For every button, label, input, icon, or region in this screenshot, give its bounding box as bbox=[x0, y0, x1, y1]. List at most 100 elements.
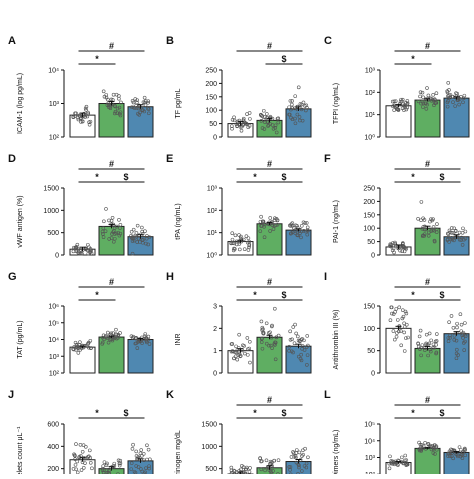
data-point bbox=[132, 228, 135, 231]
y-tick-label: 10² bbox=[49, 371, 60, 378]
data-point bbox=[417, 217, 420, 220]
y-tick-label: 10² bbox=[49, 135, 60, 142]
y-axis-label: INR bbox=[175, 333, 182, 345]
bar-3 bbox=[128, 340, 153, 374]
y-tick-label: 10³ bbox=[49, 101, 60, 108]
data-point bbox=[231, 118, 234, 121]
data-point bbox=[306, 226, 309, 229]
y-tick-label: 10⁴ bbox=[48, 337, 59, 344]
data-point bbox=[404, 454, 407, 457]
data-point bbox=[419, 329, 422, 332]
significance-mark: * bbox=[253, 172, 257, 182]
significance-mark: * bbox=[411, 54, 415, 64]
data-point bbox=[425, 333, 428, 336]
bar-3 bbox=[444, 334, 469, 373]
data-point bbox=[102, 220, 105, 223]
significance-mark: * bbox=[411, 290, 415, 300]
y-tick-label: 250 bbox=[363, 186, 375, 193]
data-point bbox=[455, 326, 458, 329]
bar-2 bbox=[415, 100, 440, 137]
significance-mark: # bbox=[109, 41, 114, 51]
y-tick-label: 10³ bbox=[49, 354, 60, 361]
data-point bbox=[452, 326, 455, 329]
data-point bbox=[81, 450, 84, 453]
data-point bbox=[464, 230, 467, 233]
y-tick-label: 600 bbox=[47, 422, 59, 429]
significance-mark: * bbox=[95, 172, 99, 182]
data-point bbox=[304, 447, 307, 450]
bar-3 bbox=[286, 346, 311, 373]
y-tick-label: 50 bbox=[367, 239, 375, 246]
data-point bbox=[74, 443, 77, 446]
data-point bbox=[404, 310, 407, 313]
y-tick-label: 50 bbox=[209, 121, 217, 128]
data-point bbox=[246, 113, 249, 116]
y-tick-label: 0 bbox=[371, 253, 375, 260]
significance-mark: # bbox=[425, 159, 430, 169]
y-tick-label: 2 bbox=[213, 326, 217, 333]
y-tick-label: 10³ bbox=[207, 186, 218, 193]
data-point bbox=[140, 226, 143, 229]
y-axis-label: TFPI (ng/mL) bbox=[333, 83, 340, 124]
y-tick-label: 10³ bbox=[365, 455, 376, 462]
significance-mark: $ bbox=[439, 172, 444, 182]
data-point bbox=[273, 307, 276, 310]
y-axis-label: ICAM-1 (log pg/mL) bbox=[17, 73, 24, 134]
panel-letter: K bbox=[166, 389, 174, 401]
data-point bbox=[102, 90, 105, 93]
significance-mark: * bbox=[253, 290, 257, 300]
data-point bbox=[435, 333, 438, 336]
data-point bbox=[461, 227, 464, 230]
data-point bbox=[297, 86, 300, 89]
y-tick-label: 50 bbox=[367, 348, 375, 355]
panel-letter: J bbox=[8, 389, 14, 401]
significance-mark: $ bbox=[439, 290, 444, 300]
y-tick-label: 1 bbox=[213, 348, 217, 355]
data-point bbox=[79, 443, 82, 446]
y-tick-label: 1000 bbox=[43, 208, 59, 215]
data-point bbox=[463, 321, 466, 324]
y-tick-label: 1000 bbox=[201, 444, 217, 451]
data-point bbox=[288, 106, 291, 109]
data-point bbox=[104, 207, 107, 210]
data-point bbox=[298, 451, 301, 454]
y-tick-label: 10¹ bbox=[207, 230, 218, 237]
data-point bbox=[420, 200, 423, 203]
y-axis-label: Antithrombin III (%) bbox=[333, 310, 340, 370]
data-point bbox=[84, 445, 87, 448]
data-point bbox=[231, 232, 234, 235]
significance-mark: * bbox=[95, 408, 99, 418]
data-point bbox=[231, 238, 234, 241]
data-point bbox=[265, 112, 268, 115]
significance-mark: * bbox=[95, 54, 99, 64]
data-point bbox=[458, 231, 461, 234]
data-point bbox=[117, 218, 120, 221]
y-axis-label: PAI-1 (ng/mL) bbox=[333, 200, 340, 243]
data-point bbox=[447, 81, 450, 84]
bar-2 bbox=[415, 448, 440, 474]
y-tick-label: 10⁶ bbox=[48, 304, 59, 311]
data-point bbox=[277, 459, 280, 462]
bar-2 bbox=[257, 337, 282, 373]
panel-letter: L bbox=[324, 389, 331, 401]
significance-mark: * bbox=[253, 408, 257, 418]
significance-mark: # bbox=[425, 41, 430, 51]
data-point bbox=[119, 223, 122, 226]
data-point bbox=[114, 328, 117, 331]
y-tick-label: 250 bbox=[205, 68, 217, 75]
panel-letter: C bbox=[324, 35, 332, 47]
y-tick-label: 400 bbox=[47, 444, 59, 451]
data-point bbox=[448, 229, 451, 232]
y-tick-label: 150 bbox=[363, 212, 375, 219]
y-tick-label: 150 bbox=[363, 304, 375, 311]
y-tick-label: 10¹ bbox=[365, 112, 376, 119]
y-tick-label: 10⁰ bbox=[206, 252, 217, 260]
